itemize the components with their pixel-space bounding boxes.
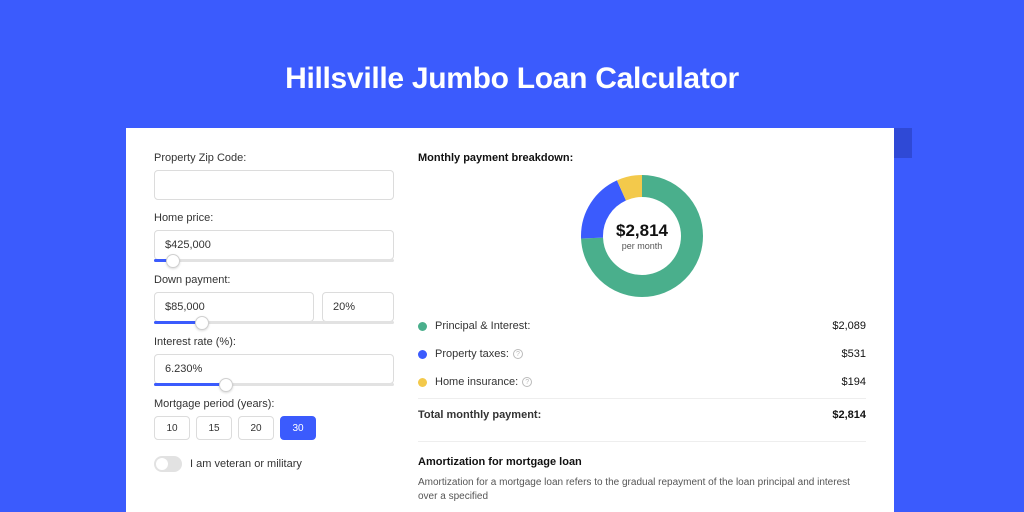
down-percent-input[interactable] <box>322 292 394 322</box>
legend-label: Property taxes: ? <box>435 348 842 360</box>
price-label: Home price: <box>154 212 394 224</box>
zip-label: Property Zip Code: <box>154 152 394 164</box>
info-icon[interactable]: ? <box>513 349 523 359</box>
down-group: Down payment: <box>154 274 394 324</box>
amortization-title: Amortization for mortgage loan <box>418 456 866 468</box>
donut-amount: $2,814 <box>616 221 668 241</box>
page-title: Hillsville Jumbo Loan Calculator <box>0 0 1024 122</box>
rate-input[interactable] <box>154 354 394 384</box>
period-button-30[interactable]: 30 <box>280 416 316 440</box>
period-button-15[interactable]: 15 <box>196 416 232 440</box>
info-icon[interactable]: ? <box>522 377 532 387</box>
legend-total-row: Total monthly payment: $2,814 <box>418 398 866 429</box>
legend-value: $194 <box>842 376 866 388</box>
legend-row: Principal & Interest:$2,089 <box>418 312 866 340</box>
veteran-toggle-row: I am veteran or military <box>154 456 394 472</box>
price-input[interactable] <box>154 230 394 260</box>
breakdown-column: Monthly payment breakdown: $2,814 per mo… <box>418 152 866 512</box>
donut-chart-wrap: $2,814 per month <box>418 174 866 298</box>
legend-label: Home insurance: ? <box>435 376 842 388</box>
legend-dot <box>418 322 427 331</box>
legend-dot <box>418 378 427 387</box>
calculator-card: Property Zip Code: Home price: Down paym… <box>126 128 894 512</box>
period-label: Mortgage period (years): <box>154 398 394 410</box>
zip-group: Property Zip Code: <box>154 152 394 200</box>
legend-row: Property taxes: ?$531 <box>418 340 866 368</box>
donut-chart: $2,814 per month <box>580 174 704 298</box>
down-slider[interactable] <box>154 321 394 324</box>
legend-value: $531 <box>842 348 866 360</box>
legend-dot <box>418 350 427 359</box>
veteran-toggle-label: I am veteran or military <box>190 458 302 470</box>
legend-label: Principal & Interest: <box>435 320 832 332</box>
legend-value: $2,089 <box>832 320 866 332</box>
price-slider-thumb[interactable] <box>166 254 180 268</box>
price-slider[interactable] <box>154 259 394 262</box>
down-amount-input[interactable] <box>154 292 314 322</box>
period-button-20[interactable]: 20 <box>238 416 274 440</box>
zip-input[interactable] <box>154 170 394 200</box>
rate-label: Interest rate (%): <box>154 336 394 348</box>
amortization-text: Amortization for a mortgage loan refers … <box>418 476 866 504</box>
rate-group: Interest rate (%): <box>154 336 394 386</box>
legend-total-value: $2,814 <box>832 409 866 421</box>
period-button-10[interactable]: 10 <box>154 416 190 440</box>
donut-sub: per month <box>616 241 668 251</box>
amortization-section: Amortization for mortgage loan Amortizat… <box>418 441 866 504</box>
legend-row: Home insurance: ?$194 <box>418 368 866 396</box>
breakdown-title: Monthly payment breakdown: <box>418 152 866 164</box>
period-group: Mortgage period (years): 10152030 <box>154 398 394 440</box>
rate-slider[interactable] <box>154 383 394 386</box>
inputs-column: Property Zip Code: Home price: Down paym… <box>154 152 394 512</box>
veteran-toggle[interactable] <box>154 456 182 472</box>
price-group: Home price: <box>154 212 394 262</box>
rate-slider-thumb[interactable] <box>219 378 233 392</box>
down-label: Down payment: <box>154 274 394 286</box>
down-slider-thumb[interactable] <box>195 316 209 330</box>
legend-total-label: Total monthly payment: <box>418 409 832 421</box>
